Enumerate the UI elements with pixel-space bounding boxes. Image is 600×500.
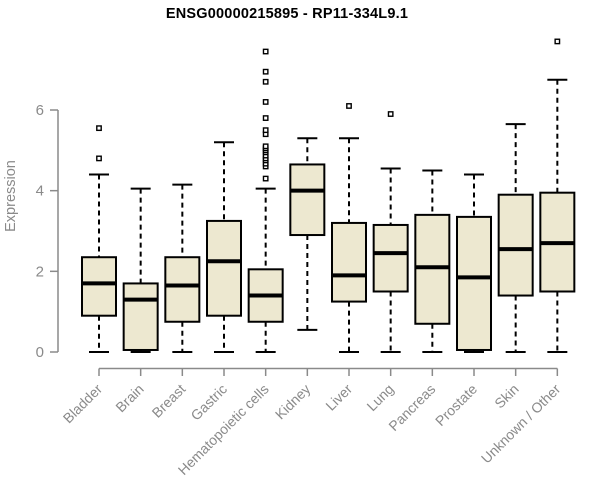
outlier-point (387, 111, 394, 117)
y-axis-tick-label: 2 (36, 263, 44, 280)
iqr-box (331, 221, 368, 303)
x-axis-label-breast: Breast (149, 381, 189, 421)
y-axis-tick-label: 0 (36, 344, 44, 361)
outlier-point (262, 48, 269, 55)
outlier-point (96, 155, 102, 162)
boxplot-unknown-other (539, 38, 576, 353)
iqr-box (456, 215, 493, 351)
boxplot-bladder (81, 125, 117, 353)
boxplot-kidney (289, 137, 326, 331)
outlier-point (262, 78, 269, 85)
outlier-point (262, 127, 269, 134)
outlier-point (262, 115, 269, 121)
outlier-point (96, 125, 102, 132)
iqr-box (497, 193, 534, 297)
y-axis-tick-label: 4 (36, 183, 44, 200)
boxplot-pancreas (414, 169, 451, 353)
iqr-box (122, 282, 159, 351)
boxplot-brain (122, 187, 159, 353)
boxplot-skin (497, 123, 534, 353)
boxplot-gastric (206, 141, 243, 353)
iqr-box (81, 256, 117, 317)
x-axis-label-lung: Lung (363, 381, 396, 414)
iqr-box (164, 256, 201, 323)
boxplot-lung (372, 111, 409, 353)
x-axis-label-skin: Skin (491, 381, 522, 412)
x-axis-label-kidney: Kidney (272, 381, 314, 423)
iqr-box (372, 223, 409, 293)
outlier-point (262, 143, 269, 150)
y-axis-tick-label: 6 (36, 102, 44, 119)
x-axis-label-unknown-other: Unknown / Other (478, 381, 564, 467)
x-axis-label-liver: Liver (322, 381, 355, 414)
boxplot-prostate (456, 173, 493, 353)
boxplot-hematopoietic-cells (247, 48, 284, 353)
outlier-point (262, 99, 269, 105)
outlier-point (262, 175, 269, 182)
iqr-box (414, 213, 451, 325)
x-axis-label-brain: Brain (112, 381, 146, 415)
outlier-point (346, 103, 352, 109)
chart-title: ENSG00000215895 - RP11-334L9.1 (165, 6, 409, 22)
outlier-point (554, 38, 561, 45)
boxplot-breast (164, 183, 201, 353)
boxplot-liver (331, 103, 368, 353)
iqr-box (289, 163, 326, 237)
outlier-point (262, 68, 269, 75)
x-axis-label-bladder: Bladder (60, 381, 106, 427)
iqr-box (206, 219, 243, 317)
x-axis-label-prostate: Prostate (432, 381, 480, 429)
